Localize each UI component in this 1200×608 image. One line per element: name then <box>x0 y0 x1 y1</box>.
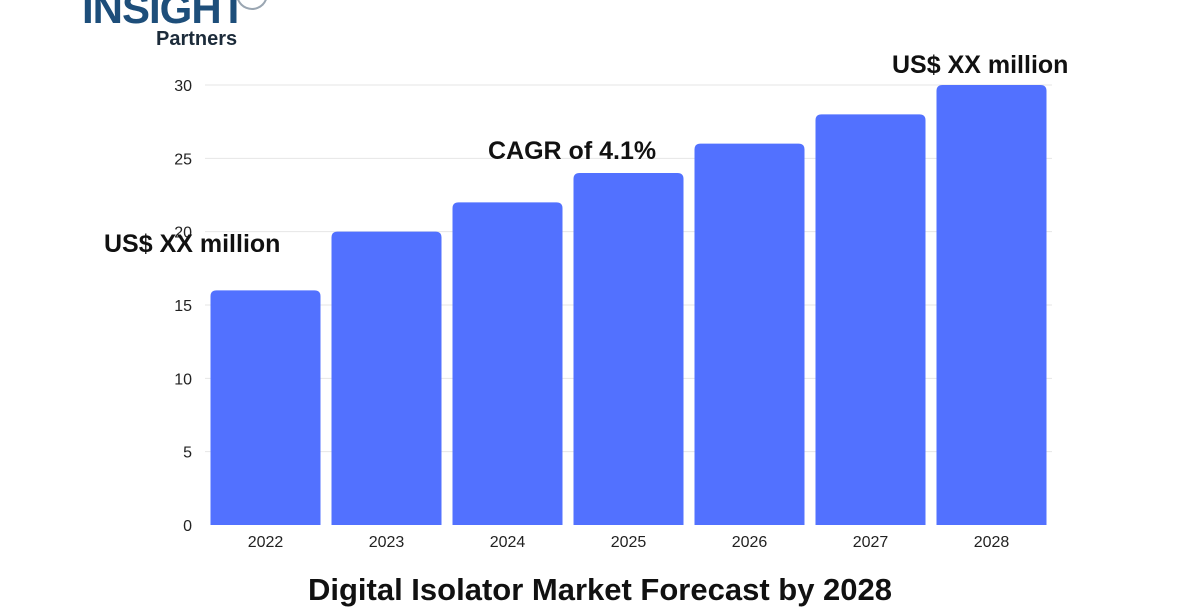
y-axis-tick-labels: 0 5 10 15 20 25 30 <box>174 78 192 535</box>
x-tick-label: 2028 <box>974 534 1010 551</box>
x-tick-label: 2027 <box>853 534 889 551</box>
bar-2024 <box>452 202 563 526</box>
x-tick-label: 2026 <box>732 534 768 551</box>
x-tick-label: 2024 <box>490 534 526 551</box>
y-tick-label: 5 <box>183 445 192 462</box>
x-tick-label: 2023 <box>369 534 405 551</box>
y-tick-label: 25 <box>174 151 192 168</box>
logo: INSIGHT Partners <box>62 0 282 54</box>
end-value-annotation: US$ XX million <box>892 51 1069 79</box>
x-tick-label: 2022 <box>248 534 284 551</box>
bar-2023 <box>331 231 442 525</box>
cagr-annotation: CAGR of 4.1% <box>488 137 657 165</box>
logo-brand-sub: Partners <box>156 28 238 50</box>
bars <box>210 85 1047 526</box>
chart-title: Digital Isolator Market Forecast by 2028 <box>307 572 893 607</box>
y-tick-label: 0 <box>183 518 192 535</box>
bar-2026 <box>694 143 805 525</box>
bar-2025 <box>573 173 684 525</box>
bar-2027 <box>815 114 926 525</box>
bar-2022 <box>210 290 321 525</box>
start-value-annotation: US$ XX million <box>104 230 281 258</box>
y-tick-label: 10 <box>174 371 192 388</box>
x-tick-label: 2025 <box>611 534 647 551</box>
y-tick-label: 15 <box>174 298 192 315</box>
logo-brand-main: INSIGHT <box>82 0 246 32</box>
bar-2028 <box>936 85 1047 525</box>
y-tick-label: 30 <box>174 78 192 95</box>
y-tick-label: 20 <box>174 225 192 242</box>
x-axis-tick-labels: 2022 2023 2024 2025 2026 2027 2028 <box>248 534 1010 551</box>
